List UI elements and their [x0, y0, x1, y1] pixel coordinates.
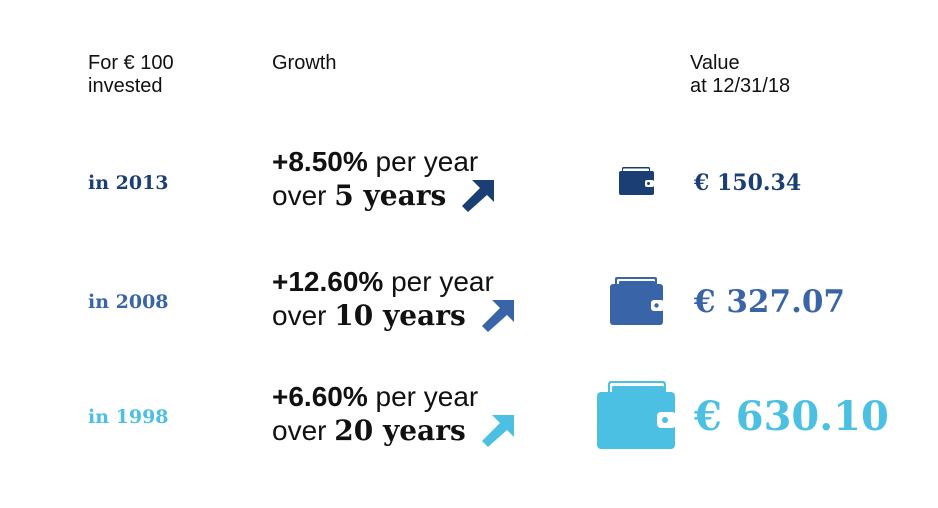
growth-over: over — [272, 415, 327, 446]
header-growth-label: Growth — [272, 52, 337, 74]
growth-per-year: per year — [375, 146, 479, 177]
row-year-label: in 1998 — [88, 406, 169, 428]
growth-per-year: per year — [375, 381, 479, 412]
row-value: € 150.34 — [694, 170, 802, 196]
row-value: € 630.10 — [694, 393, 889, 440]
growth-rate: +6.60% — [272, 381, 368, 412]
growth-duration: 20 years — [334, 414, 466, 447]
growth-over: over — [272, 180, 327, 211]
row-growth: +12.60% per year over 10 years — [272, 265, 514, 333]
growth-per-year: per year — [391, 266, 494, 297]
growth-duration: 5 years — [334, 179, 447, 212]
header-value: Value at 12/31/18 — [690, 52, 790, 98]
row-year-label: in 2008 — [88, 291, 169, 313]
arrow-up-right-icon — [481, 415, 514, 447]
header-invested-line1: For € 100 — [88, 52, 174, 74]
header-invested: For € 100 invested — [88, 52, 174, 98]
arrow-up-right-icon — [462, 180, 495, 212]
header-invested-line2: invested — [88, 75, 163, 97]
arrow-up-right-icon — [481, 300, 514, 332]
growth-rate: +8.50% — [272, 146, 368, 177]
growth-rate: +12.60% — [272, 266, 384, 297]
row-value: € 327.07 — [694, 284, 846, 320]
row-growth: +6.60% per year over 20 years — [272, 380, 514, 448]
row-growth: +8.50% per year over 5 years — [272, 145, 495, 213]
growth-over: over — [272, 300, 327, 331]
header-value-line1: Value — [690, 52, 740, 74]
growth-duration: 10 years — [334, 299, 466, 332]
wallet-icon — [619, 167, 654, 195]
header-value-line2: at 12/31/18 — [690, 75, 791, 97]
wallet-icon — [597, 381, 676, 449]
row-year-label: in 2013 — [88, 172, 169, 194]
wallet-icon — [610, 277, 664, 325]
header-growth: Growth — [272, 52, 336, 75]
